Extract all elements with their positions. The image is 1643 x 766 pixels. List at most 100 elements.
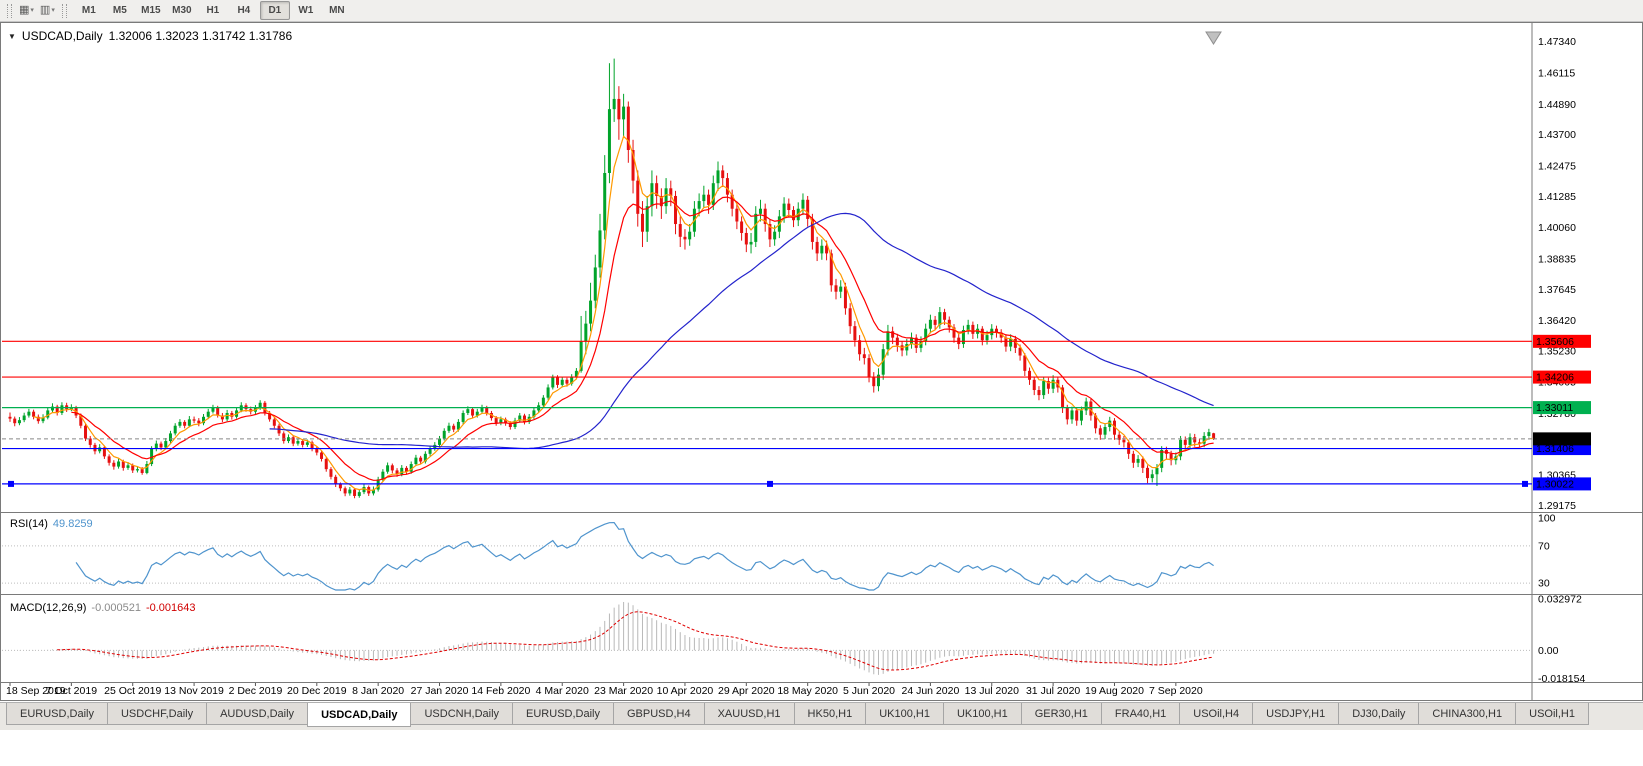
macd-signal-value: -0.001643 (145, 602, 196, 614)
price-axis-labels: 1.47340 1.46115 1.44890 1.43700 1.42475 1.412… (1538, 36, 1576, 512)
chart-tab-ger30-h1[interactable]: GER30,H1 (1020, 703, 1102, 725)
svg-text:23 Mar 2020: 23 Mar 2020 (594, 685, 653, 697)
svg-text:10 Apr 2020: 10 Apr 2020 (657, 685, 714, 697)
hline-selection-handle[interactable] (1522, 480, 1528, 487)
svg-text:24 Jun 2020: 24 Jun 2020 (901, 685, 959, 697)
svg-text:1.31406: 1.31406 (1536, 443, 1574, 455)
timeframe-button-d1[interactable]: D1 (259, 1, 290, 20)
rsi-indicator-label: RSI(14) 49.8259 (10, 518, 93, 530)
macd-signal-line (57, 611, 1214, 671)
chart-tab-usoil-h1[interactable]: USOil,H1 (1515, 703, 1589, 725)
chart-tab-china300-h1[interactable]: CHINA300,H1 (1418, 703, 1517, 725)
toolbar-drag-handle[interactable] (7, 3, 12, 18)
timeframe-buttons-group: M1 M5 M15 M30 H1 H4 D1 W1 MN (73, 1, 353, 20)
svg-text:1.46115: 1.46115 (1538, 68, 1575, 80)
chart-tab-gbpusd-h4[interactable]: GBPUSD,H4 (613, 703, 705, 725)
svg-text:29 Apr 2020: 29 Apr 2020 (718, 685, 775, 697)
top-toolbar: ▦ ▾ ▥ ▾ M1 M5 M15 M30 H1 H4 D1 W1 MN (0, 0, 1643, 22)
svg-text:1.29175: 1.29175 (1538, 500, 1576, 512)
svg-text:19 Aug 2020: 19 Aug 2020 (1085, 685, 1144, 697)
svg-text:18 May 2020: 18 May 2020 (777, 685, 838, 697)
svg-text:2 Dec 2019: 2 Dec 2019 (229, 685, 283, 697)
svg-text:0.032972: 0.032972 (1538, 594, 1582, 606)
svg-text:1.31786: 1.31786 (1536, 433, 1574, 445)
svg-text:13 Jul 2020: 13 Jul 2020 (965, 685, 1019, 697)
svg-text:25 Oct 2019: 25 Oct 2019 (104, 685, 161, 697)
macd-main-value: -0.000521 (91, 602, 141, 614)
chart-tab-usdcnh-daily[interactable]: USDCNH,Daily (410, 703, 514, 725)
chart-tab-usdchf-daily[interactable]: USDCHF,Daily (106, 703, 208, 725)
chart-tab-eurusd-daily[interactable]: EURUSD,Daily (512, 703, 614, 725)
svg-text:4 Mar 2020: 4 Mar 2020 (536, 685, 589, 697)
svg-text:1.33011: 1.33011 (1536, 402, 1573, 414)
hline-selection-handle[interactable] (8, 480, 14, 487)
caret-down-icon: ▾ (30, 7, 34, 14)
chart-tab-usdcad-daily[interactable]: USDCAD,Daily (307, 703, 412, 727)
timeframe-button-m5[interactable]: M5 (104, 1, 135, 20)
macd-histogram (14, 601, 1215, 675)
svg-text:18 Sep 2019: 18 Sep 2019 (6, 685, 66, 697)
svg-text:31 Jul 2020: 31 Jul 2020 (1026, 685, 1080, 697)
timeframe-button-w1[interactable]: W1 (290, 1, 321, 20)
svg-text:5 Jun 2020: 5 Jun 2020 (843, 685, 895, 697)
toolbar-drag-handle[interactable] (61, 3, 67, 18)
svg-text:1.35606: 1.35606 (1536, 336, 1574, 348)
svg-text:1.47340: 1.47340 (1538, 36, 1576, 48)
svg-text:1.42475: 1.42475 (1538, 160, 1576, 172)
svg-text:1.35230: 1.35230 (1538, 345, 1576, 357)
price-chart-canvas: 1.47340 1.46115 1.44890 1.43700 1.42475 1.412… (0, 22, 1643, 701)
svg-text:100: 100 (1538, 513, 1556, 525)
chart-tab-uk100-h1[interactable]: UK100,H1 (865, 703, 944, 725)
chart-tab-xauusd-h1[interactable]: XAUUSD,H1 (703, 703, 795, 725)
svg-text:20 Dec 2019: 20 Dec 2019 (287, 685, 347, 697)
chart-symbol-label: USDCAD,Daily (21, 29, 103, 43)
svg-text:1.44890: 1.44890 (1538, 99, 1576, 111)
one-click-trading-icon[interactable]: ▼ (8, 31, 16, 41)
caret-down-icon: ▾ (51, 7, 55, 14)
timeframe-button-h4[interactable]: H4 (228, 1, 259, 20)
chart-windows-button[interactable]: ▦ ▾ (16, 4, 37, 17)
svg-text:7 Sep 2020: 7 Sep 2020 (1149, 685, 1203, 697)
svg-text:30: 30 (1538, 578, 1550, 590)
macd-indicator-label: MACD(12,26,9) -0.000521 -0.001643 (10, 602, 196, 614)
chart-tab-eurusd-daily[interactable]: EURUSD,Daily (6, 703, 108, 725)
chart-window: 1.47340 1.46115 1.44890 1.43700 1.42475 1.412… (0, 22, 1643, 702)
rsi-value: 49.8259 (52, 518, 93, 530)
chart-tab-fra40-h1[interactable]: FRA40,H1 (1100, 703, 1181, 725)
chart-tab-uk100-h1[interactable]: UK100,H1 (942, 703, 1022, 725)
timeframe-button-m30[interactable]: M30 (166, 1, 197, 20)
timeframe-button-mn[interactable]: MN (321, 1, 352, 20)
chart-tab-hk50-h1[interactable]: HK50,H1 (793, 703, 867, 725)
timeframe-button-m15[interactable]: M15 (135, 1, 166, 20)
chart-shift-marker[interactable] (1205, 31, 1222, 45)
chart-tab-dj30-daily[interactable]: DJ30,Daily (1338, 703, 1420, 725)
timeframe-button-m1[interactable]: M1 (73, 1, 104, 20)
svg-text:27 Jan 2020: 27 Jan 2020 (411, 685, 469, 697)
svg-text:1.41285: 1.41285 (1538, 191, 1576, 203)
templates-button[interactable]: ▥ ▾ (37, 4, 58, 17)
rsi-line (75, 521, 1214, 591)
svg-text:-0.018154: -0.018154 (1538, 673, 1585, 685)
svg-text:8 Jan 2020: 8 Jan 2020 (352, 685, 404, 697)
template-icon: ▥ (39, 4, 51, 16)
macd-axis-labels: 0.032972 0.00 -0.018154 (1538, 594, 1585, 686)
chart-frame (0, 22, 1643, 701)
chart-tab-usoil-h4[interactable]: USOil,H4 (1179, 703, 1254, 725)
timeframe-button-h1[interactable]: H1 (197, 1, 228, 20)
chart-tab-audusd-daily[interactable]: AUDUSD,Daily (206, 703, 309, 725)
rsi-axis-labels: 100 70 30 (1538, 513, 1556, 590)
svg-text:13 Nov 2019: 13 Nov 2019 (164, 685, 224, 697)
chart-window-icon: ▦ (19, 4, 30, 16)
chart-tab-usdjpy-h1[interactable]: USDJPY,H1 (1252, 703, 1340, 725)
svg-text:1.37645: 1.37645 (1538, 284, 1576, 296)
chart-title: ▼ USDCAD,Daily 1.32006 1.32023 1.31742 1… (8, 29, 292, 43)
hline-selection-handle[interactable] (767, 480, 773, 487)
svg-text:70: 70 (1538, 540, 1550, 552)
ma-line-13 (71, 196, 1214, 481)
svg-text:1.43700: 1.43700 (1538, 129, 1576, 141)
svg-text:1.34206: 1.34206 (1536, 372, 1574, 384)
price-tags: 1.35606 1.34206 1.33011 1.31406 1.30022 1.317… (1533, 334, 1591, 491)
svg-text:0.00: 0.00 (1538, 645, 1559, 657)
chart-tabs-bar: EURUSD,Daily USDCHF,Daily AUDUSD,Daily USDC… (0, 702, 1643, 730)
